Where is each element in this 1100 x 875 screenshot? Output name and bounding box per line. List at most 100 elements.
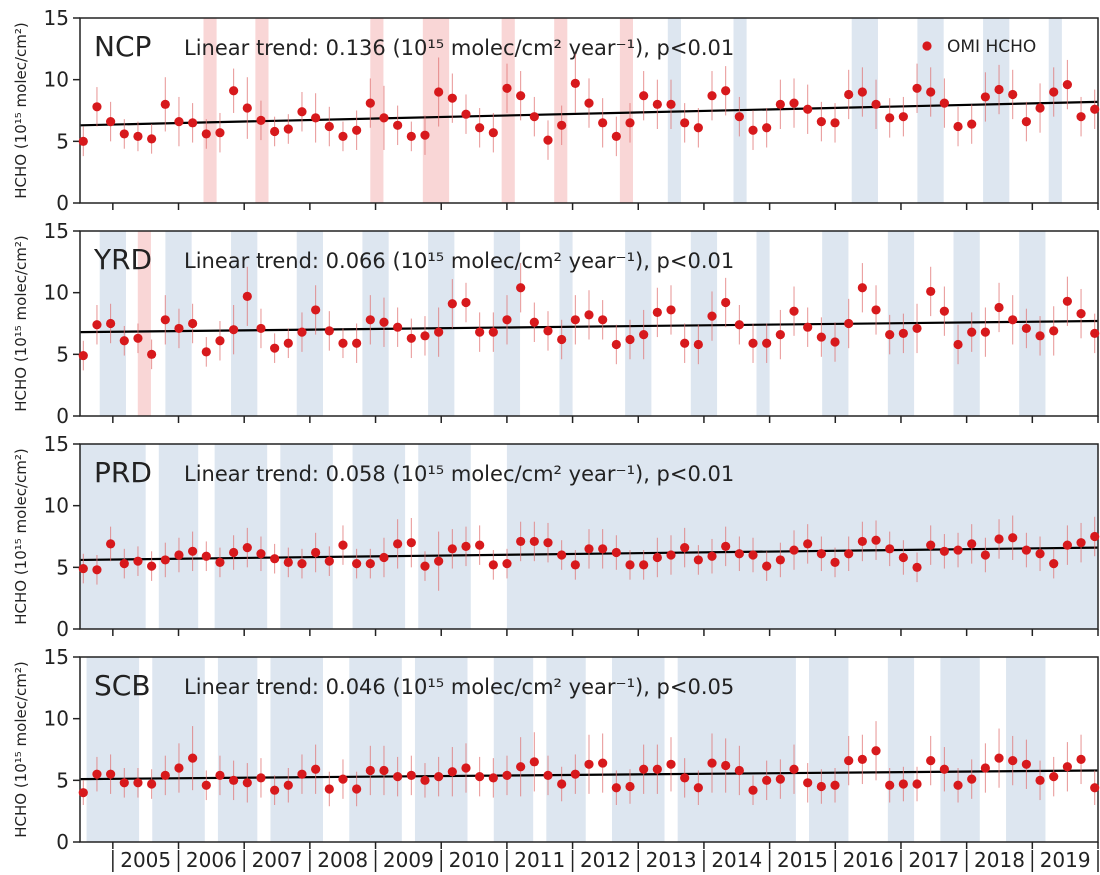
panel-ncp-data-point (1035, 103, 1045, 113)
panel-yrd-data-point (92, 320, 102, 330)
panel-ncp-data-point (447, 93, 457, 103)
panel-scb-data-point (393, 772, 403, 782)
panel-ncp-band-red (554, 18, 568, 203)
panel-ncp-data-point (297, 107, 307, 117)
panel-yrd-data-point (270, 343, 280, 353)
panel-prd-data-point (297, 559, 307, 569)
panel-ncp-data-point (803, 104, 813, 114)
panel-scb-data-point (994, 753, 1004, 763)
panel-yrd-data-point (434, 327, 444, 337)
panel-yrd-data-point (734, 320, 744, 330)
panel-scb-region-label: SCB (94, 669, 151, 702)
panel-scb-band-blue (546, 657, 586, 842)
panel-ncp-data-point (256, 115, 266, 125)
panel-scb-data-point (803, 778, 813, 788)
panel-yrd-data-point (324, 326, 334, 336)
panel-ncp-data-point (406, 131, 416, 141)
panel-scb-ytick-label: 10 (44, 707, 69, 731)
panel-yrd-ytick-label: 15 (44, 219, 69, 243)
panel-scb-data-point (352, 784, 362, 794)
panel-scb-data-point (1021, 759, 1031, 769)
panel-prd-data-point (803, 539, 813, 549)
year-label-2013: 2013 (646, 848, 697, 872)
panel-scb-band-blue (86, 657, 140, 842)
panel-ncp-data-point (119, 129, 129, 139)
panel-yrd-data-point (994, 302, 1004, 313)
panel-ncp-data-point (529, 112, 539, 122)
panel-ncp-band-blue (983, 18, 1010, 203)
panel-prd-data-point (707, 551, 717, 561)
panel-ncp-data-point (830, 118, 840, 128)
panel-yrd-data-point (78, 350, 88, 361)
panel-ncp-data-point (953, 121, 963, 132)
panel-prd-data-point (898, 552, 908, 563)
panel-yrd-data-point (639, 330, 649, 340)
year-label-2017: 2017 (908, 848, 959, 872)
panel-yrd-data-point (885, 330, 895, 340)
panel-scb-ytick-label: 0 (56, 830, 69, 854)
panel-scb-trend-label: Linear trend: 0.046 (10¹⁵ molec/cm² year… (184, 675, 734, 699)
panel-ncp-data-point (488, 128, 498, 138)
panel-yrd-data-point (352, 338, 362, 348)
panel-yrd-data-point (680, 338, 690, 348)
panel-prd-data-point (270, 554, 280, 564)
panel-yrd-data-point (215, 336, 225, 346)
panel-prd-data-point (119, 559, 129, 569)
panel-scb-ylabel: HCHO (10¹⁵ molec/cm²) (12, 661, 30, 838)
panel-prd-data-point (762, 561, 772, 571)
panel-yrd-data-point (106, 318, 116, 329)
panel-yrd-data-point (188, 318, 198, 329)
panel-yrd-data-point (721, 297, 731, 308)
panel-yrd-data-point (598, 315, 608, 325)
panel-prd-data-point (652, 552, 662, 563)
panel-ncp-data-point (693, 123, 703, 133)
year-label-2005: 2005 (120, 848, 171, 872)
panel-prd-data-point (229, 547, 239, 558)
panel-yrd-ytick-label: 0 (56, 404, 69, 428)
panel-scb-data-point (584, 759, 594, 769)
panel-prd-data-point (106, 539, 116, 549)
panel-ncp-ylabel: HCHO (10¹⁵ molec/cm²) (12, 22, 30, 199)
panel-yrd-data-point (898, 328, 908, 338)
panel-yrd-data-point (611, 339, 621, 350)
panel-ncp-region-label: NCP (94, 30, 151, 63)
panel-yrd-band-blue (690, 231, 718, 416)
panel-yrd-data-point (830, 337, 840, 347)
year-label-2018: 2018 (974, 848, 1025, 872)
panel-prd-band-blue (214, 444, 268, 629)
panel-yrd-data-point (980, 327, 990, 337)
panel-yrd-data-point (1049, 326, 1059, 336)
panel-prd-band-blue (352, 444, 406, 629)
panel-yrd-data-point (666, 305, 676, 315)
panel-yrd-data-point (229, 325, 239, 335)
panel-yrd-data-point (762, 338, 772, 348)
panel-yrd-data-point (475, 327, 485, 337)
panel-ncp-data-point (215, 128, 225, 138)
panel-ncp-data-point (188, 118, 198, 128)
panel-ncp-data-point (475, 123, 485, 133)
panel-prd-data-point (789, 545, 799, 555)
panel-scb-data-point (611, 783, 621, 793)
panel-prd-data-point (488, 560, 498, 570)
panel-prd-data-point (434, 556, 444, 566)
panel-prd-data-point (625, 560, 635, 570)
panel-prd-data-point (598, 544, 608, 554)
panel-yrd-data-point (625, 334, 635, 345)
panel-scb-data-point (516, 762, 526, 772)
panel-scb-data-point (1049, 772, 1059, 782)
panel-scb-band-blue (349, 657, 402, 842)
panel-prd-data-point (543, 538, 553, 548)
panel-scb-data-point (816, 781, 826, 792)
panel-scb-data-point (775, 774, 785, 784)
panel-ncp-data-point (324, 121, 334, 132)
panel-scb-data-point (420, 775, 430, 785)
panel-ncp-data-point (365, 98, 375, 108)
panel-scb-data-point (365, 765, 375, 776)
panel-scb-band-blue (217, 657, 258, 842)
panel-ncp-data-point (1062, 80, 1072, 90)
panel-scb-data-point (270, 785, 280, 795)
panel-yrd-data-point (912, 323, 922, 334)
panel-prd-data-point (857, 536, 867, 547)
panel-scb-band-blue (940, 657, 980, 842)
panel-scb-data-point (324, 784, 334, 794)
